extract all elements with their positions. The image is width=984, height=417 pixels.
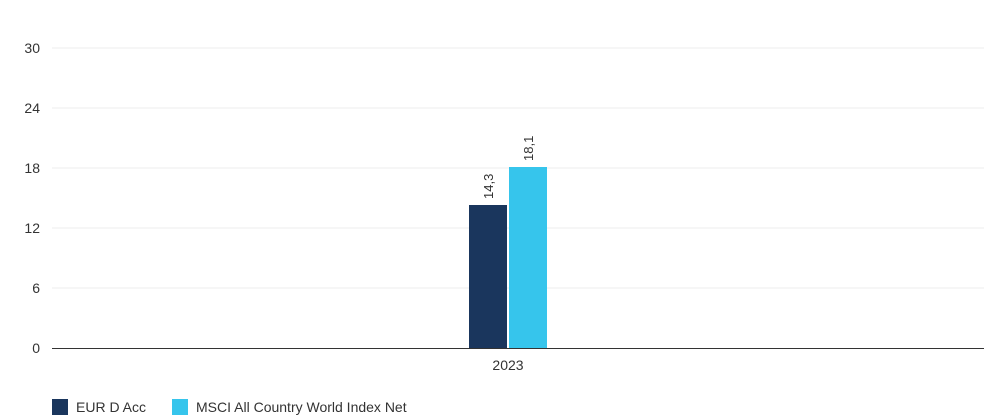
legend-label-msci-acwi: MSCI All Country World Index Net: [196, 399, 407, 415]
data-label-2023-series-1: 18,1: [521, 136, 536, 161]
bar-2023-series-0[interactable]: [469, 205, 507, 348]
legend-item-msci-acwi[interactable]: MSCI All Country World Index Net: [172, 399, 407, 415]
legend-swatch-msci-acwi: [172, 399, 189, 415]
bars: [469, 167, 547, 348]
y-axis: 0 6 12 18 24 30: [24, 40, 40, 356]
data-labels: 14,3 18,1: [481, 136, 536, 199]
legend-label-eur-d-acc: EUR D Acc: [76, 399, 147, 415]
legend-swatch-eur-d-acc: [52, 399, 68, 415]
legend-item-eur-d-acc[interactable]: EUR D Acc: [52, 399, 146, 415]
y-tick-label-12: 12: [24, 220, 40, 236]
x-tick-label-2023: 2023: [492, 357, 523, 373]
data-label-2023-series-0: 14,3: [481, 174, 496, 199]
y-tick-label-30: 30: [24, 40, 40, 56]
y-tick-label-0: 0: [32, 340, 40, 356]
x-axis: 2023: [52, 348, 984, 373]
y-tick-label-24: 24: [24, 100, 40, 116]
bar-2023-series-1[interactable]: [509, 167, 547, 348]
y-tick-label-18: 18: [24, 160, 40, 176]
y-tick-label-6: 6: [32, 280, 40, 296]
legend: EUR D Acc MSCI All Country World Index N…: [52, 399, 433, 415]
bar-chart: 0 6 12 18 24 30 14,3 18,1 2023: [24, 40, 984, 373]
